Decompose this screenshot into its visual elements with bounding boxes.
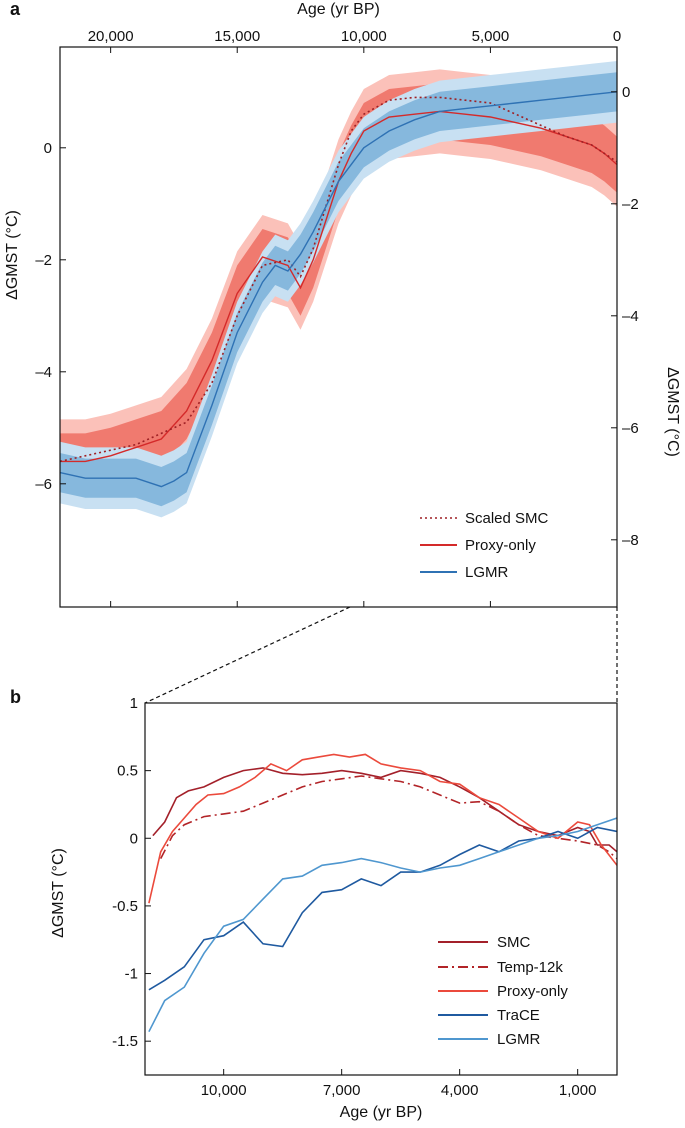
left-y-tick-label: –2 [35,252,52,269]
right-y-tick-label: –8 [622,532,639,549]
legend-label: Scaled SMC [465,510,549,527]
panel-b: b 10,000 7,000 4,000 1,000 Age (yr BP) 1 0.5 0 -0… [10,687,618,1121]
y-tick-label: 0.5 [117,763,138,780]
legend-label: TraCE [497,1007,540,1024]
right-y-tick-label: –4 [622,308,639,325]
left-y-axis-label: ΔGMST (°C) [4,210,21,300]
proxy-only-inner-band [60,83,617,490]
series-temp-12k-line [159,775,617,860]
legend-label: Proxy-only [497,983,568,1000]
right-y-tick-label: –2 [622,196,639,213]
series-lgmr-line [148,817,617,1033]
x-axis-label: Age (yr BP) [340,1104,423,1121]
panel-label-b: b [10,687,21,707]
panel-b-frame [144,702,618,1076]
legend-label: LGMR [497,1031,541,1048]
lgmr-inner-band [60,72,617,507]
panel-a: 20,000 15,000 10,000 5,000 0 Age (yr BP) a 0 –2 –… [4,0,681,608]
legend-label: Temp-12k [497,959,563,976]
legend-label: Proxy-only [465,537,536,554]
series-smc-line [152,767,617,853]
x-tick-label: 4,000 [441,1082,479,1099]
x-tick-label: 1,000 [559,1082,597,1099]
top-x-tick-label: 5,000 [472,28,510,45]
y-tick-label: 1 [130,695,138,712]
right-y-axis-label: ΔGMST (°C) [664,367,681,457]
right-y-tick-label: 0 [622,84,630,101]
proxy-only-line [60,110,618,463]
scaled-smc-line [59,96,618,463]
zoom-connector-left [144,606,351,704]
y-tick-label: -1.5 [112,1033,138,1050]
y-tick-label: -1 [125,966,138,983]
left-y-tick-label: –6 [35,476,52,493]
left-y-tick-label: –4 [35,364,52,381]
right-y-tick-label: –6 [622,420,639,437]
y-axis-label: ΔGMST (°C) [50,848,67,938]
top-x-tick-label: 15,000 [214,28,260,45]
x-tick-label: 7,000 [323,1082,361,1099]
x-tick-label: 10,000 [201,1082,247,1099]
top-x-axis-label: Age (yr BP) [297,1,380,18]
top-x-tick-label: 10,000 [341,28,387,45]
lgmr-line [59,91,618,488]
legend-label: SMC [497,934,531,951]
top-x-tick-label: 20,000 [88,28,134,45]
y-tick-label: -0.5 [112,898,138,915]
y-tick-label: 0 [130,830,138,847]
panel-label-a: a [10,0,21,19]
panel-a-frame [59,46,618,608]
top-x-tick-label: 0 [613,28,621,45]
legend-label: LGMR [465,564,509,581]
panel-b-plot-area [148,753,617,1033]
series-proxy-only-line [148,753,617,904]
zoom-connector [144,606,618,704]
left-y-tick-label: 0 [44,140,52,157]
